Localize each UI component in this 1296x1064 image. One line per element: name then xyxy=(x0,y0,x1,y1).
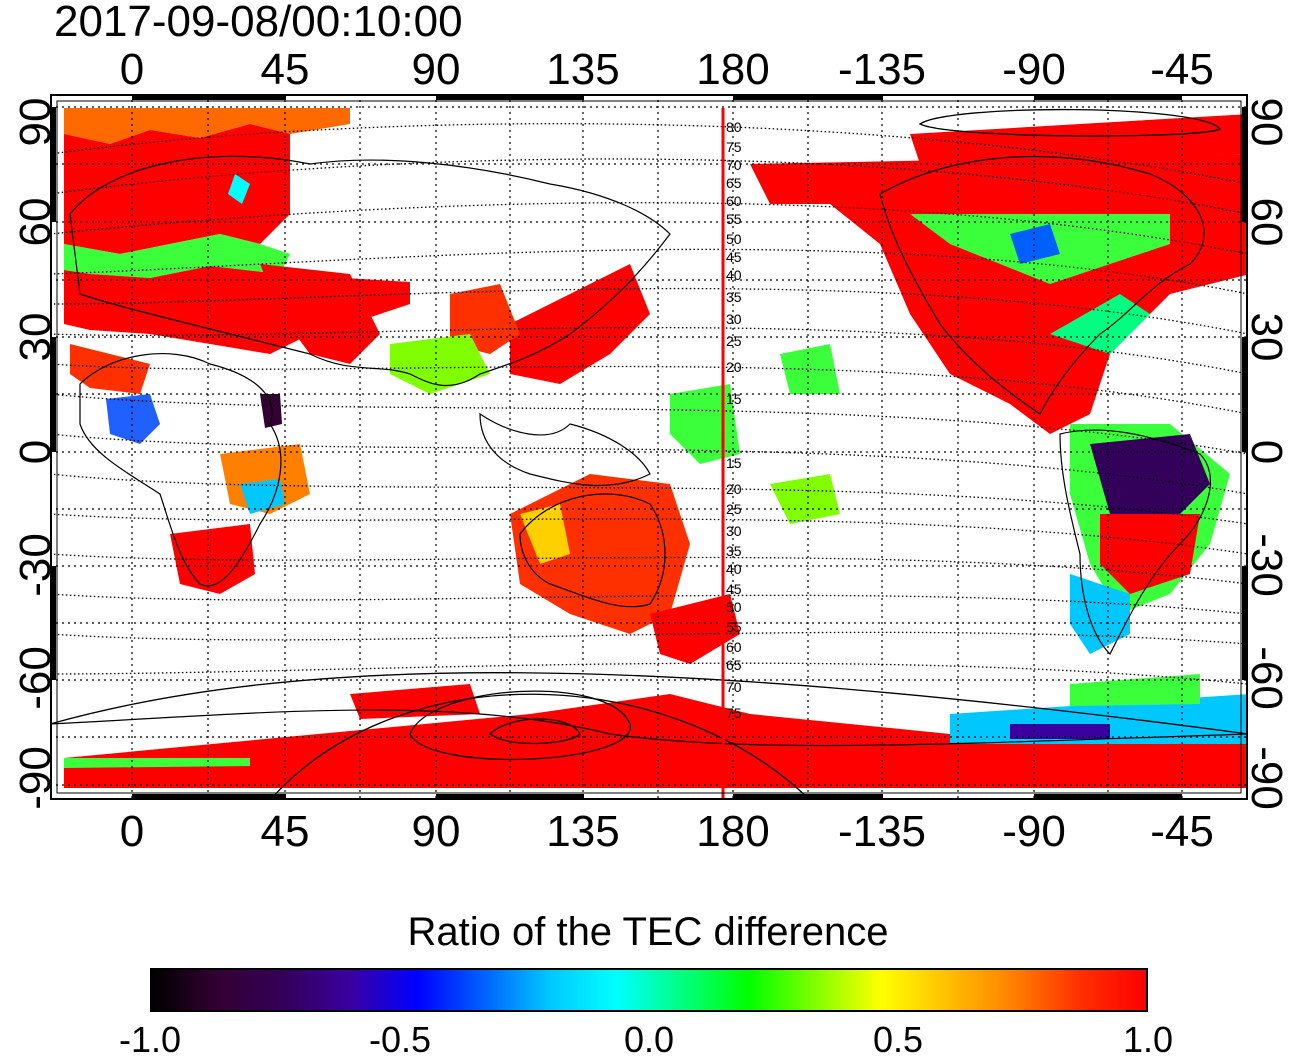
magnetic-latitude-solid xyxy=(50,108,1248,800)
mlat-label: 20 xyxy=(726,359,742,375)
mlat-label: 70 xyxy=(726,157,742,173)
mlat-label: 65 xyxy=(726,657,742,673)
tec-map: 80 75 70 65 60 55 50 45 40 35 30 25 20 1… xyxy=(50,94,1248,800)
mlat-label: 65 xyxy=(726,175,742,191)
frame-ticks xyxy=(50,94,1248,800)
mlat-label: 80 xyxy=(726,119,742,135)
lon-tick-top-m90: -90 xyxy=(1002,45,1066,94)
mlat-label: 60 xyxy=(726,193,742,209)
magnetic-latitude-labels: 80 75 70 65 60 55 50 45 40 35 30 25 20 1… xyxy=(726,119,742,721)
colorbar xyxy=(150,968,1148,1012)
mlat-label: 15 xyxy=(726,391,742,407)
mlat-label: 40 xyxy=(726,267,742,283)
lat-tick-right-0: 0 xyxy=(1242,439,1291,465)
lon-tick-top-m45: -45 xyxy=(1150,45,1214,94)
mlat-label: 60 xyxy=(726,639,742,655)
coastlines xyxy=(50,155,1248,747)
lon-tick-bottom-45: 45 xyxy=(260,807,310,856)
lat-tick-right-30: 30 xyxy=(1242,312,1291,362)
lat-tick-right-m30: -30 xyxy=(1242,533,1291,597)
lon-tick-bottom-90: 90 xyxy=(411,807,461,856)
mlat-label: 50 xyxy=(726,231,742,247)
mlat-label: 55 xyxy=(726,619,742,635)
lat-tick-right-60: 60 xyxy=(1242,197,1291,247)
mlat-label: 25 xyxy=(726,333,742,349)
timestamp-title: 2017-09-08/00:10:00 xyxy=(54,0,463,46)
lon-tick-bottom-m45: -45 xyxy=(1150,807,1214,856)
magnetic-latitude-contours xyxy=(50,123,1248,685)
colorbar-label-max: 1.0 xyxy=(1122,1019,1174,1060)
lon-tick-top-m135: -135 xyxy=(837,45,927,94)
lon-tick-bottom-m90: -90 xyxy=(1002,807,1066,856)
lon-tick-bottom-m135: -135 xyxy=(837,807,927,856)
lon-tick-top-135: 135 xyxy=(546,45,620,94)
mlat-label: 45 xyxy=(726,581,742,597)
lon-tick-top-90: 90 xyxy=(411,45,461,94)
mlat-label: 45 xyxy=(726,249,742,265)
lat-tick-right-m90: -90 xyxy=(1242,746,1291,810)
lon-tick-top-45: 45 xyxy=(260,45,310,94)
lon-tick-top-180: 180 xyxy=(696,45,770,94)
lon-tick-bottom-135: 135 xyxy=(546,807,620,856)
lat-tick-right-90: 90 xyxy=(1242,97,1291,147)
mlat-label: 25 xyxy=(726,501,742,517)
mlat-label: 75 xyxy=(726,139,742,155)
mlat-label: 40 xyxy=(726,561,742,577)
colorbar-label-0: 0.0 xyxy=(623,1019,675,1060)
colorbar-label-05: 0.5 xyxy=(872,1019,924,1060)
colorbar-label-min: -1.0 xyxy=(118,1019,182,1060)
lat-tick-right-m60: -60 xyxy=(1242,646,1291,710)
lon-tick-bottom-180: 180 xyxy=(696,807,770,856)
lon-tick-top-0: 0 xyxy=(119,45,145,94)
mlat-label: 15 xyxy=(726,455,742,471)
colorbar-title: Ratio of the TEC difference xyxy=(407,910,889,954)
lon-tick-bottom-0: 0 xyxy=(119,807,145,856)
mlat-label: 70 xyxy=(726,679,742,695)
mlat-label: 35 xyxy=(726,543,742,559)
mlat-label: 30 xyxy=(726,311,742,327)
mlat-label: 30 xyxy=(726,523,742,539)
mlat-label: 50 xyxy=(726,599,742,615)
colorbar-label-m05: -0.5 xyxy=(368,1019,432,1060)
mlat-label: 35 xyxy=(726,289,742,305)
mlat-label: 55 xyxy=(726,211,742,227)
mlat-label: 75 xyxy=(726,705,742,721)
mlat-label: 20 xyxy=(726,481,742,497)
